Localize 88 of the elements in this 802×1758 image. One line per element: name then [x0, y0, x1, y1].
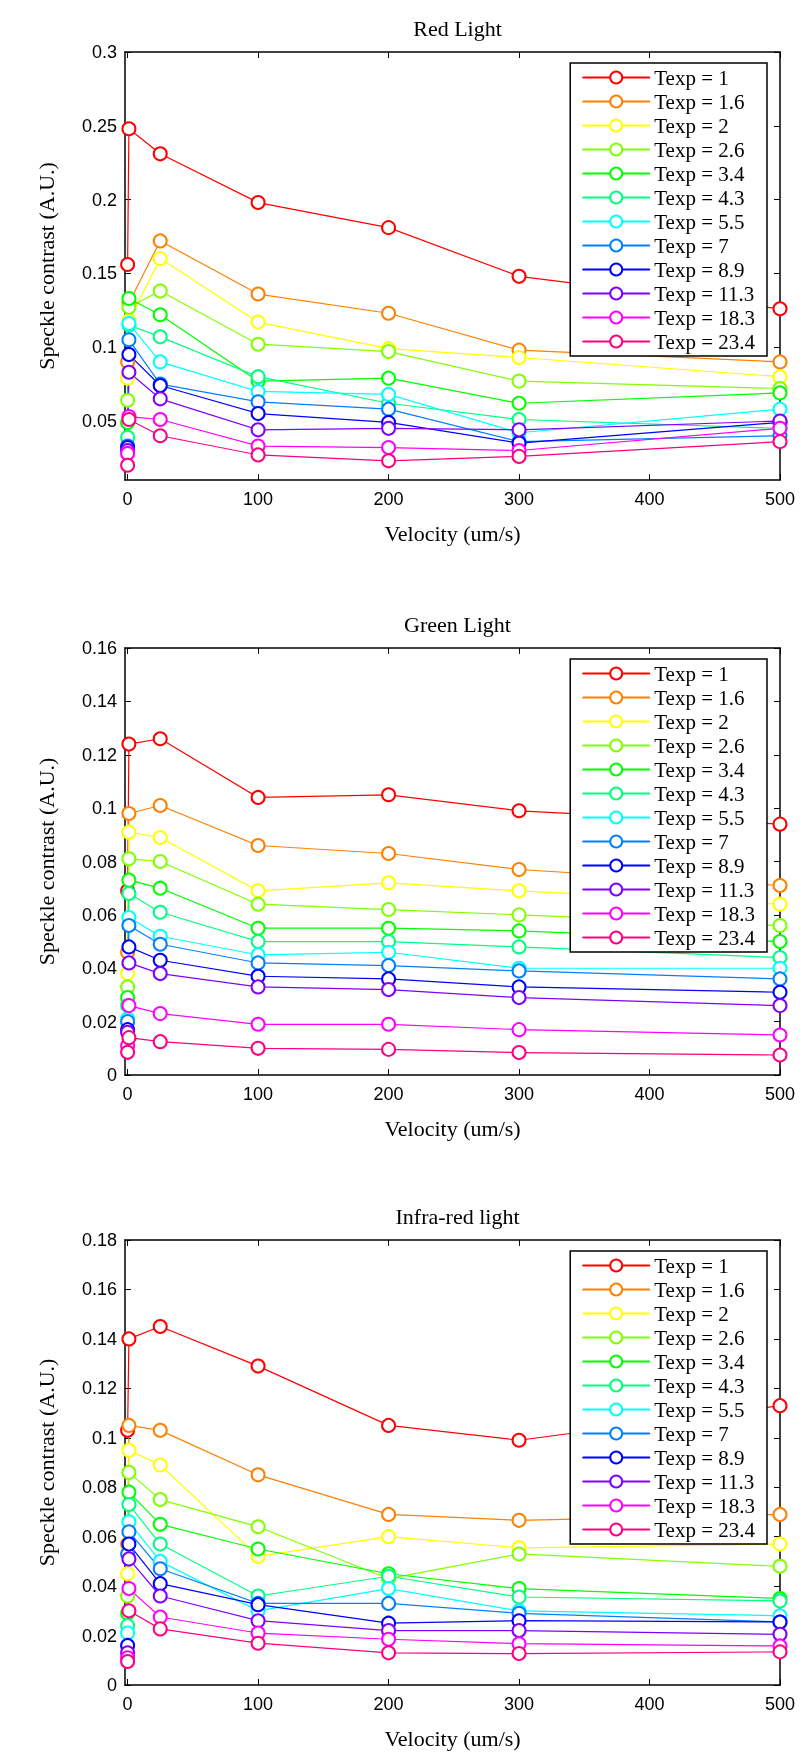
chart-title: Red Light — [413, 15, 502, 41]
legend-label: Texp = 18.3 — [654, 901, 756, 926]
y-tick-label: 0.06 — [81, 1526, 117, 1547]
y-tick-label: 0.12 — [81, 744, 117, 765]
legend-label: Texp = 2 — [654, 113, 729, 138]
legend-label: Texp = 8.9 — [654, 257, 745, 282]
x-tick-label: 0 — [122, 1694, 133, 1714]
x-tick-label: 500 — [764, 1084, 796, 1104]
y-tick-label: 0.15 — [81, 263, 117, 284]
x-tick-label: 500 — [764, 1694, 796, 1714]
x-tick-label: 500 — [764, 489, 796, 509]
x-tick-label: 400 — [634, 1084, 665, 1104]
legend-label: Texp = 8.9 — [654, 853, 745, 878]
y-tick-label: 0.08 — [81, 851, 117, 872]
x-tick-label: 0 — [122, 1084, 133, 1104]
legend-label: Texp = 1.6 — [654, 1277, 745, 1302]
legend-label: Texp = 23.4 — [654, 1517, 756, 1542]
y-tick-label: 0.1 — [91, 337, 117, 358]
y-tick-label: 0.12 — [81, 1378, 117, 1399]
y-tick-label: 0.1 — [91, 798, 117, 819]
y-tick-label: 0.08 — [81, 1477, 117, 1498]
legend-label: Texp = 2.6 — [654, 733, 745, 758]
chart-title: Infra-red light — [395, 1203, 520, 1229]
y-tick-label: 0.18 — [81, 1230, 117, 1250]
x-tick-label: 100 — [243, 1084, 274, 1104]
y-tick-label: 0.04 — [81, 1576, 117, 1597]
legend-label: Texp = 1 — [654, 65, 729, 90]
legend-label: Texp = 2 — [654, 709, 729, 734]
legend-label: Texp = 7 — [654, 233, 729, 258]
legend-label: Texp = 3.4 — [654, 1349, 745, 1374]
x-tick-label: 100 — [243, 1694, 274, 1714]
y-tick-label: 0.04 — [81, 958, 117, 979]
x-tick-label: 400 — [634, 1694, 665, 1714]
legend-label: Texp = 4.3 — [654, 781, 745, 806]
legend-label: Texp = 2.6 — [654, 1325, 745, 1350]
y-tick-label: 0.02 — [81, 1625, 117, 1646]
y-tick-label: 0.14 — [81, 691, 117, 712]
y-tick-label: 0.05 — [81, 410, 117, 431]
y-axis-title: Speckle contrast (A.U.) — [33, 757, 59, 966]
legend-label: Texp = 1 — [654, 661, 729, 686]
legend-label: Texp = 11.3 — [654, 281, 755, 306]
legend-label: Texp = 3.4 — [654, 161, 745, 186]
legend-label: Texp = 5.5 — [654, 209, 745, 234]
legend-label: Texp = 3.4 — [654, 757, 745, 782]
y-axis-title: Speckle contrast (A.U.) — [33, 1358, 59, 1567]
y-tick-label: 0.06 — [81, 904, 117, 925]
legend-label: Texp = 11.3 — [654, 877, 755, 902]
legend-label: Texp = 18.3 — [654, 1493, 756, 1518]
legend-label: Texp = 11.3 — [654, 1469, 755, 1494]
legend-label: Texp = 18.3 — [654, 305, 756, 330]
x-axis-title: Velocity (um/s) — [384, 520, 521, 546]
y-tick-label: 0.16 — [81, 1279, 117, 1300]
x-tick-label: 0 — [122, 489, 133, 509]
legend-label: Texp = 2 — [654, 1301, 729, 1326]
y-tick-label: 0.3 — [91, 42, 117, 62]
legend-label: Texp = 7 — [654, 1421, 729, 1446]
y-tick-label: 0.16 — [81, 638, 117, 658]
legend-label: Texp = 5.5 — [654, 805, 745, 830]
x-tick-label: 400 — [634, 489, 665, 509]
x-tick-label: 300 — [504, 1694, 535, 1714]
chart-title: Green Light — [404, 611, 511, 637]
legend-label: Texp = 23.4 — [654, 925, 756, 950]
legend-label: Texp = 8.9 — [654, 1445, 745, 1470]
x-tick-label: 300 — [504, 489, 535, 509]
x-tick-label: 200 — [373, 1694, 404, 1714]
y-tick-label: 0.25 — [81, 115, 117, 136]
y-tick-label: 0.02 — [81, 1011, 117, 1032]
x-axis-title: Velocity (um/s) — [384, 1115, 521, 1141]
legend-label: Texp = 4.3 — [654, 185, 745, 210]
y-tick-label: 0.14 — [81, 1328, 117, 1349]
legend-label: Texp = 1.6 — [654, 89, 745, 114]
y-tick-label: 0.2 — [91, 189, 117, 210]
legend-label: Texp = 4.3 — [654, 1373, 745, 1398]
legend-label: Texp = 2.6 — [654, 137, 745, 162]
x-tick-label: 200 — [373, 1084, 404, 1104]
y-tick-label: 0 — [106, 1675, 117, 1695]
x-tick-label: 200 — [373, 489, 404, 509]
legend-label: Texp = 1 — [654, 1253, 729, 1278]
legend-label: Texp = 5.5 — [654, 1397, 745, 1422]
legend-label: Texp = 7 — [654, 829, 729, 854]
legend-label: Texp = 23.4 — [654, 329, 756, 354]
x-tick-label: 100 — [243, 489, 274, 509]
y-tick-label: 0 — [106, 1065, 117, 1085]
x-axis-title: Velocity (um/s) — [384, 1725, 521, 1751]
y-tick-label: 0.1 — [91, 1427, 117, 1448]
legend-label: Texp = 1.6 — [654, 685, 745, 710]
y-axis-title: Speckle contrast (A.U.) — [33, 162, 59, 370]
x-tick-label: 300 — [504, 1084, 535, 1104]
